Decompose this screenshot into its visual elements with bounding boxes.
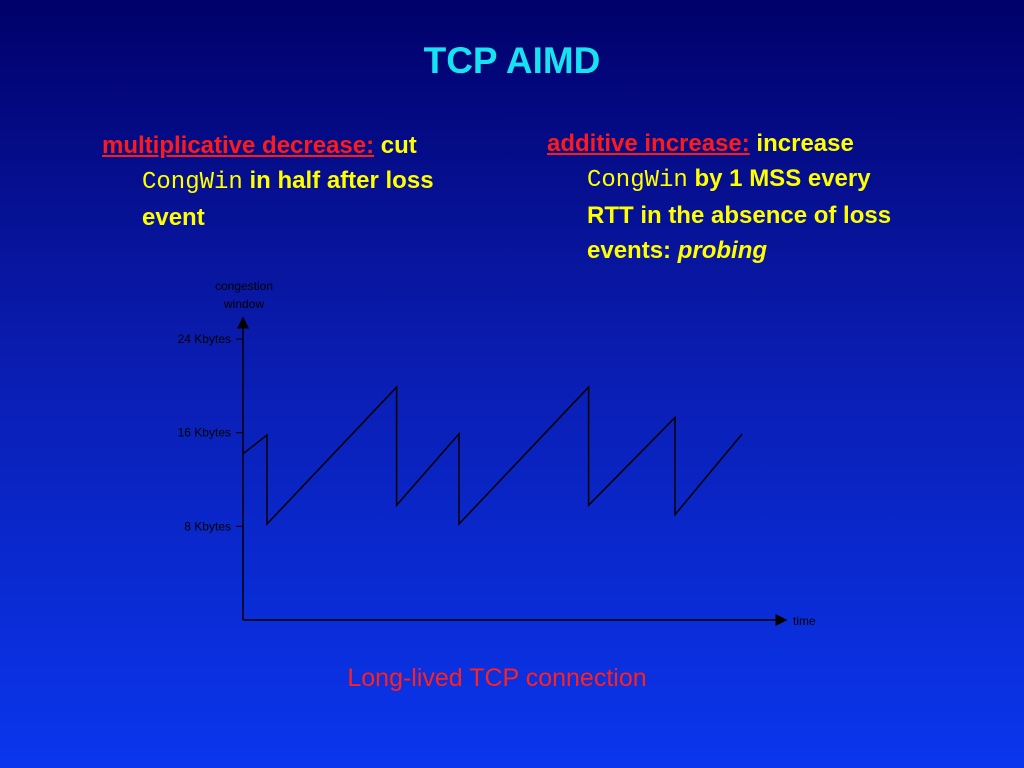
- bullet-term: multiplicative decrease:: [102, 132, 375, 159]
- probing-emphasis: probing: [677, 237, 768, 264]
- bullet-text: increase: [749, 130, 854, 157]
- bullet-line: CongWin by 1 MSS every: [547, 161, 987, 198]
- bullet-text: RTT in the absence of loss: [587, 202, 892, 229]
- x-axis-label: time: [793, 614, 816, 628]
- y-tick-label: 8 Kbytes: [184, 519, 231, 533]
- bullet-text: cut: [374, 132, 417, 159]
- bullet-text: events:: [587, 237, 678, 264]
- bullet-text: in half after loss: [242, 167, 434, 194]
- multiplicative-decrease-bullet: multiplicative decrease: cut CongWin in …: [102, 128, 522, 235]
- y-axis-label: window: [223, 297, 264, 311]
- additive-increase-bullet: additive increase: increase CongWin by 1…: [547, 126, 987, 268]
- bullet-text: by 1 MSS every: [687, 165, 871, 192]
- chart-caption: Long-lived TCP connection: [347, 664, 647, 692]
- bullet-line: events: probing: [547, 233, 987, 268]
- y-ticks: 24 Kbytes 16 Kbytes 8 Kbytes: [178, 332, 243, 533]
- slide-title: TCP AIMD: [423, 40, 601, 81]
- congwin-code: CongWin: [142, 169, 243, 196]
- congestion-window-sawtooth: [242, 385, 743, 526]
- bullet-text: event: [142, 204, 205, 231]
- bullet-term: additive increase:: [547, 130, 750, 157]
- congwin-code: CongWin: [587, 167, 688, 194]
- bullet-line: CongWin in half after loss: [102, 163, 522, 200]
- y-tick-label: 16 Kbytes: [178, 426, 231, 440]
- y-tick-label: 24 Kbytes: [178, 332, 231, 346]
- y-axis-label: congestion: [215, 279, 273, 293]
